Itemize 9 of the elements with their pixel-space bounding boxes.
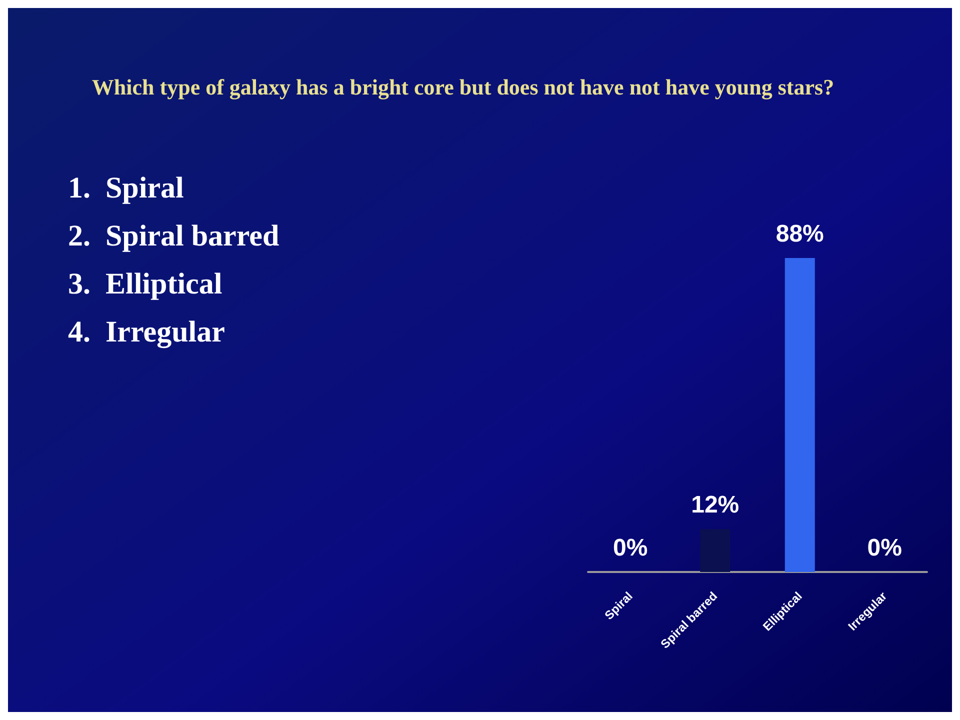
text: 4. Irregular — [68, 316, 225, 348]
text: 3. Elliptical — [68, 268, 222, 300]
text: 2. Spiral barred — [68, 220, 280, 252]
data-label: 0% — [613, 534, 648, 562]
chart-title: Which type of galaxy has a bright core but does not have not have young stars? — [92, 74, 834, 100]
data-label: 12% — [691, 492, 740, 519]
data-label: 0% — [867, 534, 902, 562]
data-label: 88% — [776, 220, 824, 248]
text: 1. Spiral — [68, 172, 184, 204]
